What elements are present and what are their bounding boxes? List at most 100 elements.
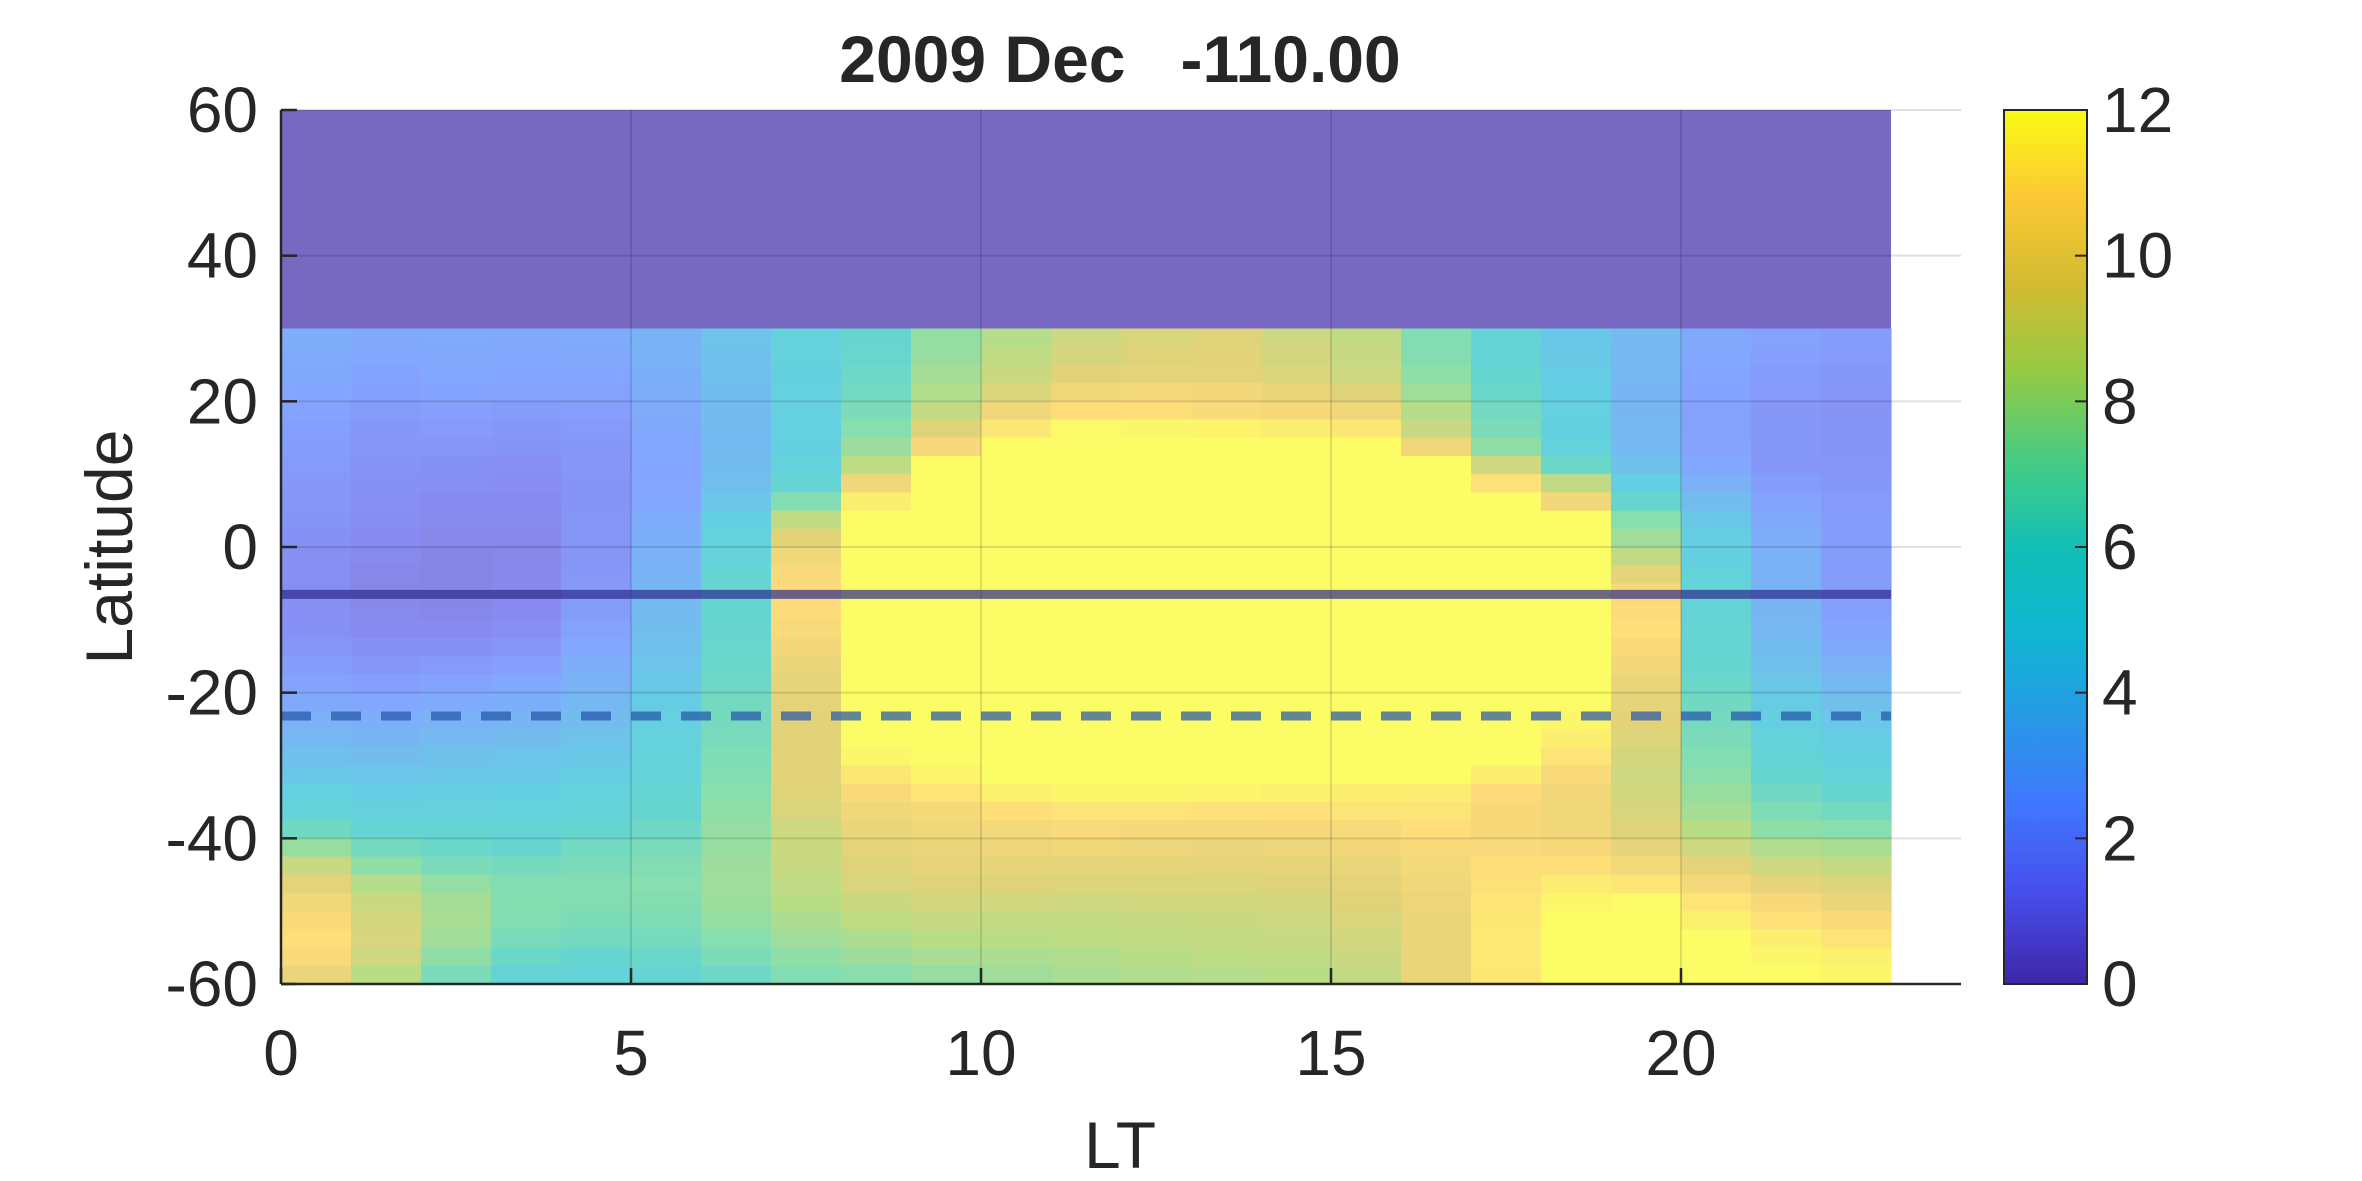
heatmap-cell [701,820,772,839]
heatmap-cell [1121,401,1192,421]
heatmap-cell [1121,346,1192,366]
heatmap-cell [841,619,912,639]
heatmap-cell [1541,656,1612,676]
heatmap-cell [1821,947,1892,967]
heatmap-cell [631,638,702,657]
heatmap-cell [771,856,842,876]
heatmap-cell [1541,383,1612,402]
heatmap-cell [911,929,982,949]
heatmap-cell [1821,401,1892,421]
heatmap-cell [1681,783,1752,803]
heatmap-cell [1611,747,1682,767]
heatmap-cell [1541,856,1612,876]
heatmap-cell [1681,601,1752,621]
heatmap-cell [1471,419,1542,439]
heatmap-cell [981,547,1052,566]
heatmap-cell [1401,911,1472,930]
heatmap-cell [1331,674,1402,694]
heatmap-cell [1541,510,1612,530]
heatmap-cell [841,364,912,384]
heatmap-cell [1121,364,1192,384]
heatmap-cell [1261,911,1332,930]
heatmap-cell [911,364,982,384]
heatmap-cell [841,820,912,839]
heatmap-cell [1401,364,1472,384]
heatmap-cell [1611,656,1682,676]
heatmap-cell [281,455,352,475]
heatmap-cell [1191,437,1262,457]
heatmap-cell [1471,856,1542,876]
heatmap-cell [841,765,912,785]
heatmap-cell [1681,364,1752,384]
heatmap-cell [351,638,422,657]
heatmap-cell [561,674,632,694]
heatmap-cell [1051,455,1122,475]
heatmap-cell [1191,747,1262,767]
heatmap-cell [561,783,632,803]
heatmap-cell [281,619,352,639]
heatmap-cell [841,965,912,985]
heatmap-cell [841,547,912,566]
heatmap-cell [351,474,422,493]
heatmap-cell [1751,547,1822,566]
heatmap-cell [1121,892,1192,912]
heatmap-cell [1051,437,1122,457]
heatmap-cell [1121,820,1192,839]
heatmap-cell [1541,492,1612,512]
heatmap-cell [1121,856,1192,876]
heatmap-cell [1821,820,1892,839]
heatmap-cell [911,856,982,876]
heatmap-cell [1821,492,1892,512]
heatmap-cell [1611,383,1682,402]
heatmap-cell [841,674,912,694]
heatmap-cell [1261,692,1332,712]
heatmap-cell [701,528,772,548]
heatmap-cell [701,674,772,694]
heatmap-cell [771,801,842,821]
x-axis-label: LT [1084,1108,1156,1181]
heatmap-cell [1051,510,1122,530]
heatmap-cell [1541,346,1612,366]
heatmap-cell [1541,401,1612,421]
heatmap-cell [1331,437,1402,457]
heatmap-cell [1821,783,1892,803]
heatmap-cell [701,419,772,439]
heatmap-cell [1541,801,1612,821]
heatmap-cell [421,783,492,803]
heatmap-cell [421,801,492,821]
heatmap-cell [421,547,492,566]
heatmap-cell [631,619,702,639]
heatmap-cell [1401,674,1472,694]
heatmap-cell [631,510,702,530]
heatmap-cell [1821,729,1892,748]
heatmap-cell [281,601,352,621]
heatmap-cell [1611,947,1682,967]
heatmap-cell [1471,692,1542,712]
heatmap-cell [1401,783,1472,803]
heatmap-cell [771,674,842,694]
heatmap-cell [281,947,352,967]
heatmap-cell [421,601,492,621]
heatmap-cell [1051,783,1122,803]
heatmap-cell [1681,765,1752,785]
heatmap-cell [1541,364,1612,384]
heatmap-cell [1541,528,1612,548]
heatmap-cell [1681,528,1752,548]
heatmap-cell [421,346,492,366]
heatmap-cell [1541,638,1612,657]
heatmap-cell [1261,383,1332,402]
heatmap-cell [1261,638,1332,657]
heatmap-cell [1051,874,1122,894]
heatmap-cell [981,638,1052,657]
heatmap-cell [1261,528,1332,548]
heatmap-cell [1191,547,1262,566]
heatmap-cell [1121,965,1192,985]
reference-lines [281,589,1891,721]
heatmap-cell [351,856,422,876]
heatmap-cell [911,638,982,657]
heatmap-cell [561,729,632,748]
heatmap-cell [1261,783,1332,803]
heatmap-cell [911,911,982,930]
grid-lines [281,109,1961,984]
heatmap-cell [1191,383,1262,402]
